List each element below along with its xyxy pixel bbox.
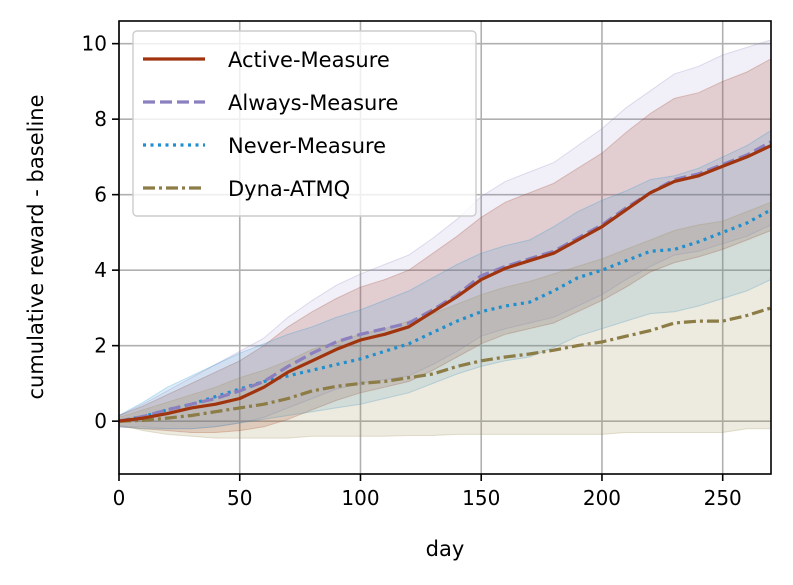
y-tick-label: 8 xyxy=(94,107,107,131)
y-tick-label: 6 xyxy=(94,183,107,207)
x-tick-label: 50 xyxy=(227,486,252,510)
x-tick-label: 250 xyxy=(704,486,742,510)
x-tick-label: 0 xyxy=(113,486,126,510)
y-tick-label: 10 xyxy=(82,32,107,56)
y-tick-label: 4 xyxy=(94,258,107,282)
legend: Active-Measure Always-Measure Never-Measur… xyxy=(132,30,477,217)
line-dyna-atmq xyxy=(118,306,772,423)
legend-label-active-measure: Active-Measure xyxy=(228,48,390,72)
legend-label-never-measure: Never-Measure xyxy=(228,134,386,158)
line-never-measure xyxy=(118,208,772,423)
axes-frame xyxy=(118,20,772,475)
line-active-measure xyxy=(118,144,772,423)
y-tick-label: 2 xyxy=(94,334,107,358)
x-tick-label: 150 xyxy=(462,486,500,510)
legend-label-dyna-atmq: Dyna-ATMQ xyxy=(228,177,350,201)
axes xyxy=(118,20,772,475)
series-lines xyxy=(118,140,772,423)
y-axis-label: cumulative reward - baseline xyxy=(24,94,48,399)
x-tick-label: 200 xyxy=(583,486,621,510)
y-tick-label: 0 xyxy=(94,409,107,433)
confidence-bands xyxy=(118,39,772,439)
legend-label-always-measure: Always-Measure xyxy=(228,91,398,115)
x-axis-label: day xyxy=(426,537,465,561)
x-tick-label: 100 xyxy=(341,486,379,510)
legend-box xyxy=(132,30,477,217)
ticks: 0 50 100 150 200 250 0 2 4 6 8 10 xyxy=(82,32,742,510)
